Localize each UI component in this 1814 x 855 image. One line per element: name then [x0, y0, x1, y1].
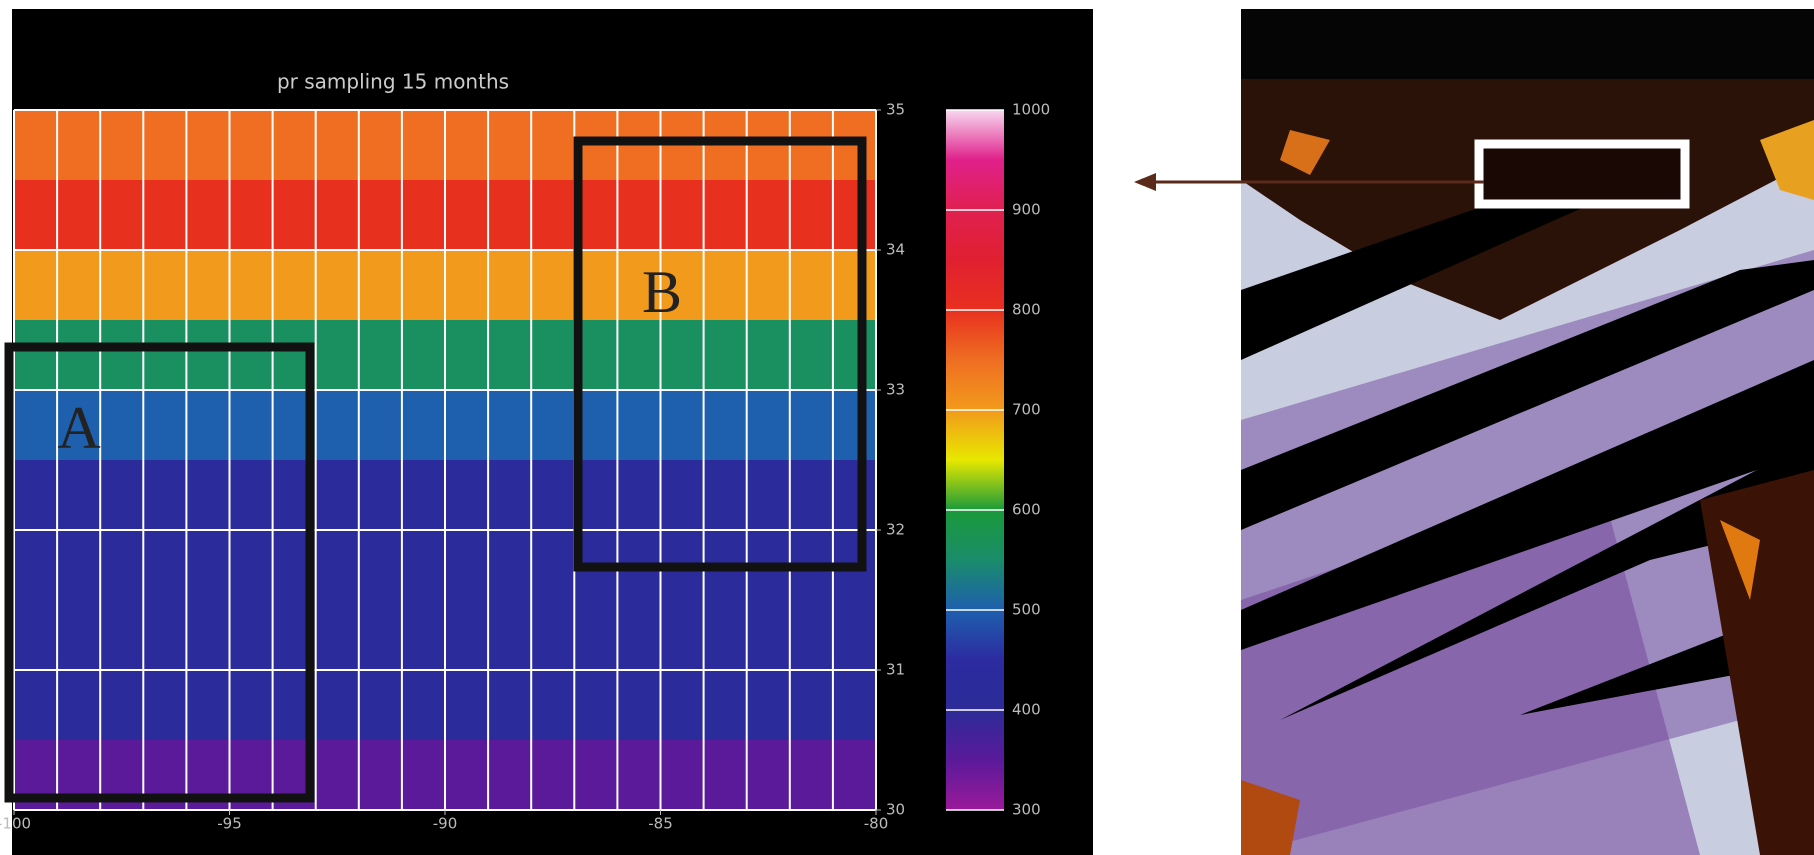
x-tick-label: -90: [433, 815, 458, 833]
y-tick-label: 31: [886, 661, 905, 679]
colorbar-tick-label: 900: [1012, 201, 1041, 219]
x-tick-label: -100: [0, 815, 31, 833]
colorbar-tick-label: 500: [1012, 601, 1041, 619]
arrow-head: [1134, 173, 1156, 191]
page: pr sampling 15 months A B -100 -95 -90 -85 -…: [0, 0, 1814, 855]
box-label: A: [57, 395, 100, 461]
y-tick-label: 32: [886, 521, 905, 539]
colorbar: [946, 110, 1004, 810]
y-tick-label: 33: [886, 381, 905, 399]
y-tick-label: 30: [886, 801, 905, 819]
x-tick-label: -95: [217, 815, 242, 833]
colorbar-tick-label: 800: [1012, 301, 1041, 319]
plot-area: [14, 110, 876, 810]
chart-title: pr sampling 15 months: [277, 70, 509, 94]
satellite-image: [1241, 9, 1814, 855]
colorbar-tick-label: 1000: [1012, 101, 1050, 119]
colorbar-tick-label: 600: [1012, 501, 1041, 519]
box-label: B: [642, 259, 682, 325]
highlight-box: [1479, 144, 1685, 204]
y-tick-label: 34: [886, 241, 905, 259]
y-tick-label: 35: [886, 101, 905, 119]
figure: pr sampling 15 months A B -100 -95 -90 -85 -…: [0, 0, 1814, 855]
x-tick-label: -85: [648, 815, 673, 833]
colorbar-tick-label: 400: [1012, 701, 1041, 719]
x-tick-label: -80: [864, 815, 889, 833]
colorbar-tick-label: 700: [1012, 401, 1041, 419]
colorbar-tick-label: 300: [1012, 801, 1041, 819]
